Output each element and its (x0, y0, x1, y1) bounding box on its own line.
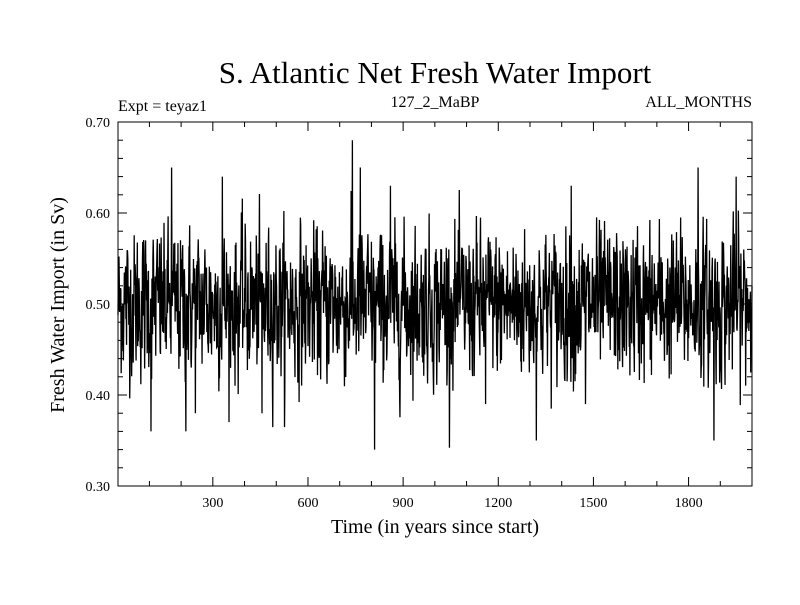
x-tick-label: 300 (202, 496, 223, 511)
period-label: 127_2_MaBP (391, 94, 480, 111)
series-layer (117, 140, 753, 450)
y-tick-label: 0.50 (86, 298, 111, 313)
chart-title: S. Atlantic Net Fresh Water Import (219, 55, 652, 90)
x-tick-label: 1500 (579, 496, 607, 511)
months-label: ALL_MONTHS (645, 94, 752, 111)
y-tick-label: 0.40 (86, 389, 111, 404)
y-axis-label: Fresh Water Import (in Sv) (47, 197, 69, 413)
x-tick-label: 1800 (675, 496, 703, 511)
x-tick-label: 600 (297, 496, 318, 511)
experiment-label: Expt = teyaz1 (118, 98, 207, 115)
ticks-layer: 300 600 900 1200 1500 1800 0.30 0.40 0.50 0.60 0.7… (86, 116, 752, 511)
x-tick-label: 1200 (484, 496, 512, 511)
series-line (117, 140, 753, 450)
x-tick-label: 900 (393, 496, 414, 511)
y-tick-label: 0.30 (86, 480, 111, 495)
y-tick-label: 0.70 (86, 116, 111, 131)
x-axis-label: Time (in years since start) (331, 516, 539, 538)
plot-frame (117, 121, 753, 487)
y-tick-label: 0.60 (86, 207, 111, 222)
